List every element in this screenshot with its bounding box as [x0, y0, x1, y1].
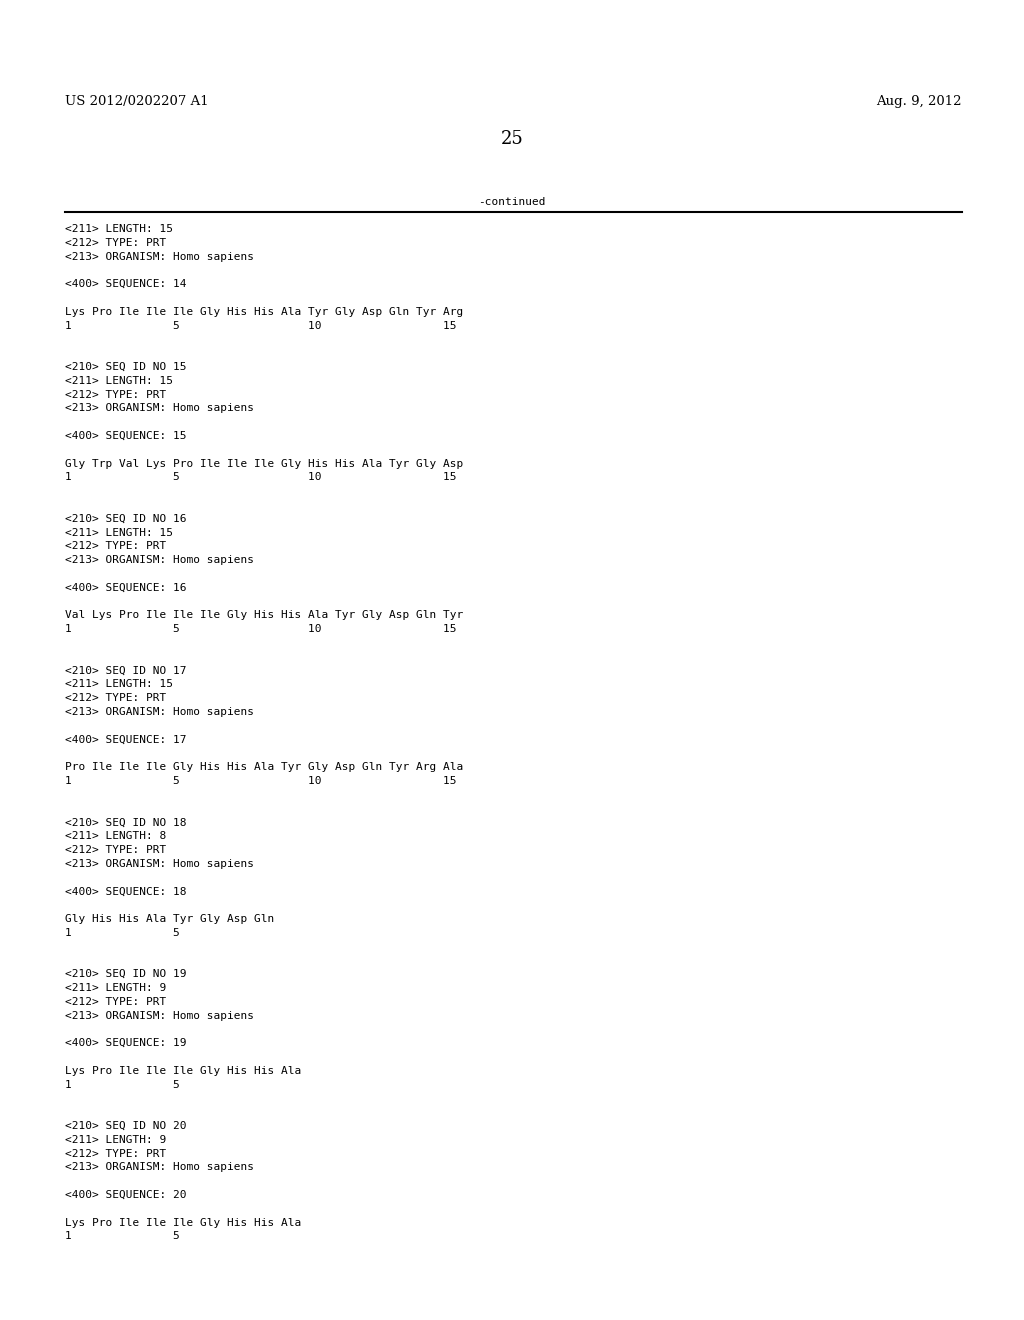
- Text: <211> LENGTH: 15: <211> LENGTH: 15: [65, 528, 173, 537]
- Text: <400> SEQUENCE: 15: <400> SEQUENCE: 15: [65, 432, 186, 441]
- Text: <211> LENGTH: 9: <211> LENGTH: 9: [65, 1135, 166, 1144]
- Text: <212> TYPE: PRT: <212> TYPE: PRT: [65, 997, 166, 1007]
- Text: <213> ORGANISM: Homo sapiens: <213> ORGANISM: Homo sapiens: [65, 708, 254, 717]
- Text: <211> LENGTH: 15: <211> LENGTH: 15: [65, 224, 173, 234]
- Text: <211> LENGTH: 15: <211> LENGTH: 15: [65, 376, 173, 385]
- Text: <213> ORGANISM: Homo sapiens: <213> ORGANISM: Homo sapiens: [65, 859, 254, 869]
- Text: <213> ORGANISM: Homo sapiens: <213> ORGANISM: Homo sapiens: [65, 404, 254, 413]
- Text: Aug. 9, 2012: Aug. 9, 2012: [877, 95, 962, 108]
- Text: <212> TYPE: PRT: <212> TYPE: PRT: [65, 1148, 166, 1159]
- Text: Pro Ile Ile Ile Gly His His Ala Tyr Gly Asp Gln Tyr Arg Ala: Pro Ile Ile Ile Gly His His Ala Tyr Gly …: [65, 762, 463, 772]
- Text: Gly Trp Val Lys Pro Ile Ile Ile Gly His His Ala Tyr Gly Asp: Gly Trp Val Lys Pro Ile Ile Ile Gly His …: [65, 458, 463, 469]
- Text: 1               5                   10                  15: 1 5 10 15: [65, 321, 457, 330]
- Text: <213> ORGANISM: Homo sapiens: <213> ORGANISM: Homo sapiens: [65, 1163, 254, 1172]
- Text: <400> SEQUENCE: 19: <400> SEQUENCE: 19: [65, 1039, 186, 1048]
- Text: <400> SEQUENCE: 18: <400> SEQUENCE: 18: [65, 887, 186, 896]
- Text: <400> SEQUENCE: 14: <400> SEQUENCE: 14: [65, 280, 186, 289]
- Text: Lys Pro Ile Ile Ile Gly His His Ala Tyr Gly Asp Gln Tyr Arg: Lys Pro Ile Ile Ile Gly His His Ala Tyr …: [65, 306, 463, 317]
- Text: Gly His His Ala Tyr Gly Asp Gln: Gly His His Ala Tyr Gly Asp Gln: [65, 913, 274, 924]
- Text: <211> LENGTH: 15: <211> LENGTH: 15: [65, 680, 173, 689]
- Text: <212> TYPE: PRT: <212> TYPE: PRT: [65, 238, 166, 248]
- Text: <210> SEQ ID NO 19: <210> SEQ ID NO 19: [65, 969, 186, 979]
- Text: US 2012/0202207 A1: US 2012/0202207 A1: [65, 95, 209, 108]
- Text: <213> ORGANISM: Homo sapiens: <213> ORGANISM: Homo sapiens: [65, 252, 254, 261]
- Text: <211> LENGTH: 9: <211> LENGTH: 9: [65, 983, 166, 993]
- Text: Lys Pro Ile Ile Ile Gly His His Ala: Lys Pro Ile Ile Ile Gly His His Ala: [65, 1065, 301, 1076]
- Text: Lys Pro Ile Ile Ile Gly His His Ala: Lys Pro Ile Ile Ile Gly His His Ala: [65, 1217, 301, 1228]
- Text: <213> ORGANISM: Homo sapiens: <213> ORGANISM: Homo sapiens: [65, 1011, 254, 1020]
- Text: <400> SEQUENCE: 20: <400> SEQUENCE: 20: [65, 1191, 186, 1200]
- Text: <210> SEQ ID NO 17: <210> SEQ ID NO 17: [65, 665, 186, 676]
- Text: 1               5                   10                  15: 1 5 10 15: [65, 776, 457, 785]
- Text: <213> ORGANISM: Homo sapiens: <213> ORGANISM: Homo sapiens: [65, 556, 254, 565]
- Text: 1               5: 1 5: [65, 1232, 180, 1241]
- Text: -continued: -continued: [478, 197, 546, 207]
- Text: <400> SEQUENCE: 17: <400> SEQUENCE: 17: [65, 735, 186, 744]
- Text: <212> TYPE: PRT: <212> TYPE: PRT: [65, 541, 166, 552]
- Text: <211> LENGTH: 8: <211> LENGTH: 8: [65, 832, 166, 841]
- Text: <212> TYPE: PRT: <212> TYPE: PRT: [65, 845, 166, 855]
- Text: 1               5                   10                  15: 1 5 10 15: [65, 624, 457, 634]
- Text: <210> SEQ ID NO 20: <210> SEQ ID NO 20: [65, 1121, 186, 1131]
- Text: 25: 25: [501, 129, 523, 148]
- Text: <400> SEQUENCE: 16: <400> SEQUENCE: 16: [65, 583, 186, 593]
- Text: 1               5: 1 5: [65, 1080, 180, 1089]
- Text: <212> TYPE: PRT: <212> TYPE: PRT: [65, 389, 166, 400]
- Text: <212> TYPE: PRT: <212> TYPE: PRT: [65, 693, 166, 704]
- Text: <210> SEQ ID NO 18: <210> SEQ ID NO 18: [65, 817, 186, 828]
- Text: <210> SEQ ID NO 16: <210> SEQ ID NO 16: [65, 513, 186, 524]
- Text: 1               5                   10                  15: 1 5 10 15: [65, 473, 457, 482]
- Text: 1               5: 1 5: [65, 928, 180, 937]
- Text: <210> SEQ ID NO 15: <210> SEQ ID NO 15: [65, 362, 186, 372]
- Text: Val Lys Pro Ile Ile Ile Gly His His Ala Tyr Gly Asp Gln Tyr: Val Lys Pro Ile Ile Ile Gly His His Ala …: [65, 610, 463, 620]
